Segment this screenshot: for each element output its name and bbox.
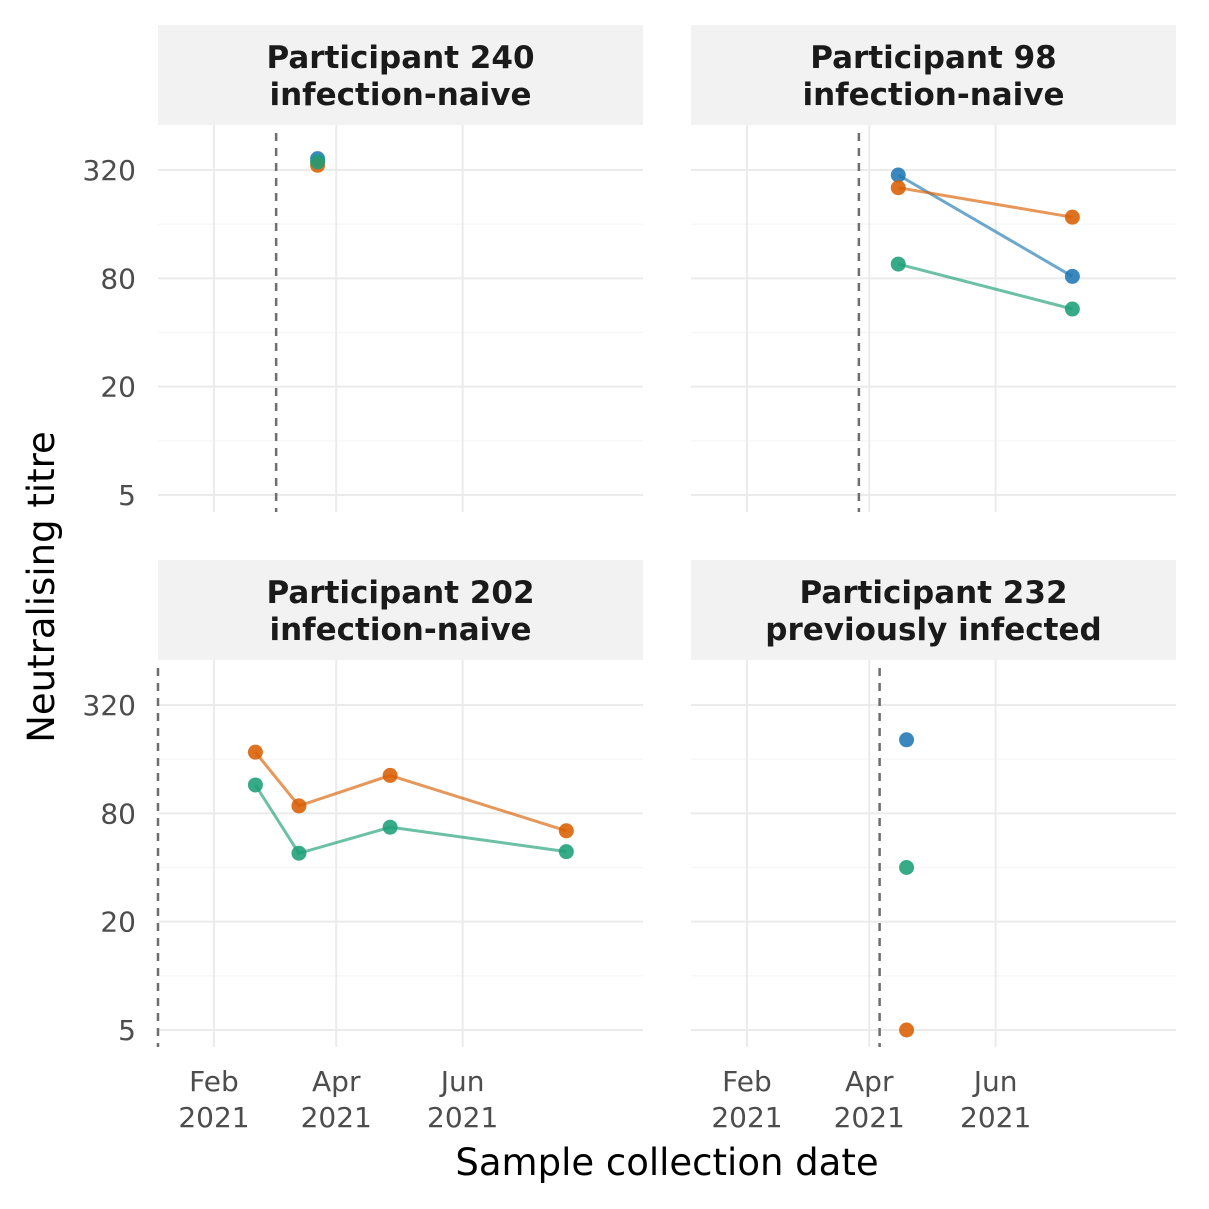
panel-title-line1: Participant 240 [266,40,534,76]
y-tick-label: 80 [100,262,136,295]
series-line-1 [897,173,1074,278]
y-tick-label: 5 [118,479,136,512]
y-tick-label: 80 [100,797,136,830]
series-line-3 [897,262,1073,311]
x-tick-label-year: 2021 [834,1101,905,1134]
data-point-s3-p1 [899,860,915,875]
data-point-s1-p2 [1064,268,1080,284]
y-tick-label: 20 [100,906,136,939]
x-tick-label-month: Apr [845,1065,894,1098]
data-point-s2-p2 [1064,209,1080,225]
panel-strip [691,25,1176,125]
data-point-s3-p1 [310,154,326,170]
series-line-1 [254,751,567,833]
x-tick-label-year: 2021 [301,1101,372,1134]
panel-title-line2: infection-naive [269,612,531,648]
panel-title-line1: Participant 232 [799,575,1067,611]
series-line-2 [254,784,567,856]
data-point-s3-p1 [890,256,906,272]
x-tick-label-month: Apr [312,1065,361,1098]
data-point-s2-p2 [291,845,307,861]
data-point-s1-p3 [382,767,398,783]
x-tick-label-year: 2021 [178,1101,249,1134]
data-point-s1-p1 [899,732,915,748]
x-tick-label-month: Jun [972,1065,1018,1098]
data-point-s1-p2 [291,798,307,814]
y-tick-label: 5 [118,1014,136,1047]
panel-title-line1: Participant 98 [810,40,1056,76]
y-tick-label: 320 [83,154,136,187]
x-tick-label-year: 2021 [711,1101,782,1134]
data-point-s2-p4 [558,844,574,860]
x-tick-label-month: Feb [189,1065,239,1098]
panel-title-line1: Participant 202 [266,575,534,611]
series-line-2 [898,186,1073,219]
data-point-s3-p2 [1064,301,1080,317]
x-tick-label-month: Feb [722,1065,772,1098]
x-axis-title: Sample collection date [455,1141,878,1184]
x-tick-label-year: 2021 [427,1101,498,1134]
panel-title-line2: infection-naive [269,77,531,113]
data-point-s1-p1 [890,167,906,183]
y-axis-title: Neutralising titre [20,431,63,743]
data-point-s2-p1 [899,1022,915,1038]
data-point-s1-p1 [247,744,263,760]
data-point-s2-p1 [247,777,263,793]
x-tick-label-month: Jun [439,1065,485,1098]
panel-strip [158,560,643,660]
panel-title-line2: infection-naive [802,77,1064,113]
panel-title-line2: previously infected [765,612,1101,648]
panel-strip [158,25,643,125]
data-point-s2-p3 [382,819,398,835]
data-point-s1-p4 [558,823,574,839]
y-tick-label: 20 [100,371,136,404]
x-tick-label-year: 2021 [960,1101,1031,1134]
y-tick-label: 320 [83,689,136,722]
data-point-s2-p1 [890,180,906,196]
panel-strip [691,560,1176,660]
